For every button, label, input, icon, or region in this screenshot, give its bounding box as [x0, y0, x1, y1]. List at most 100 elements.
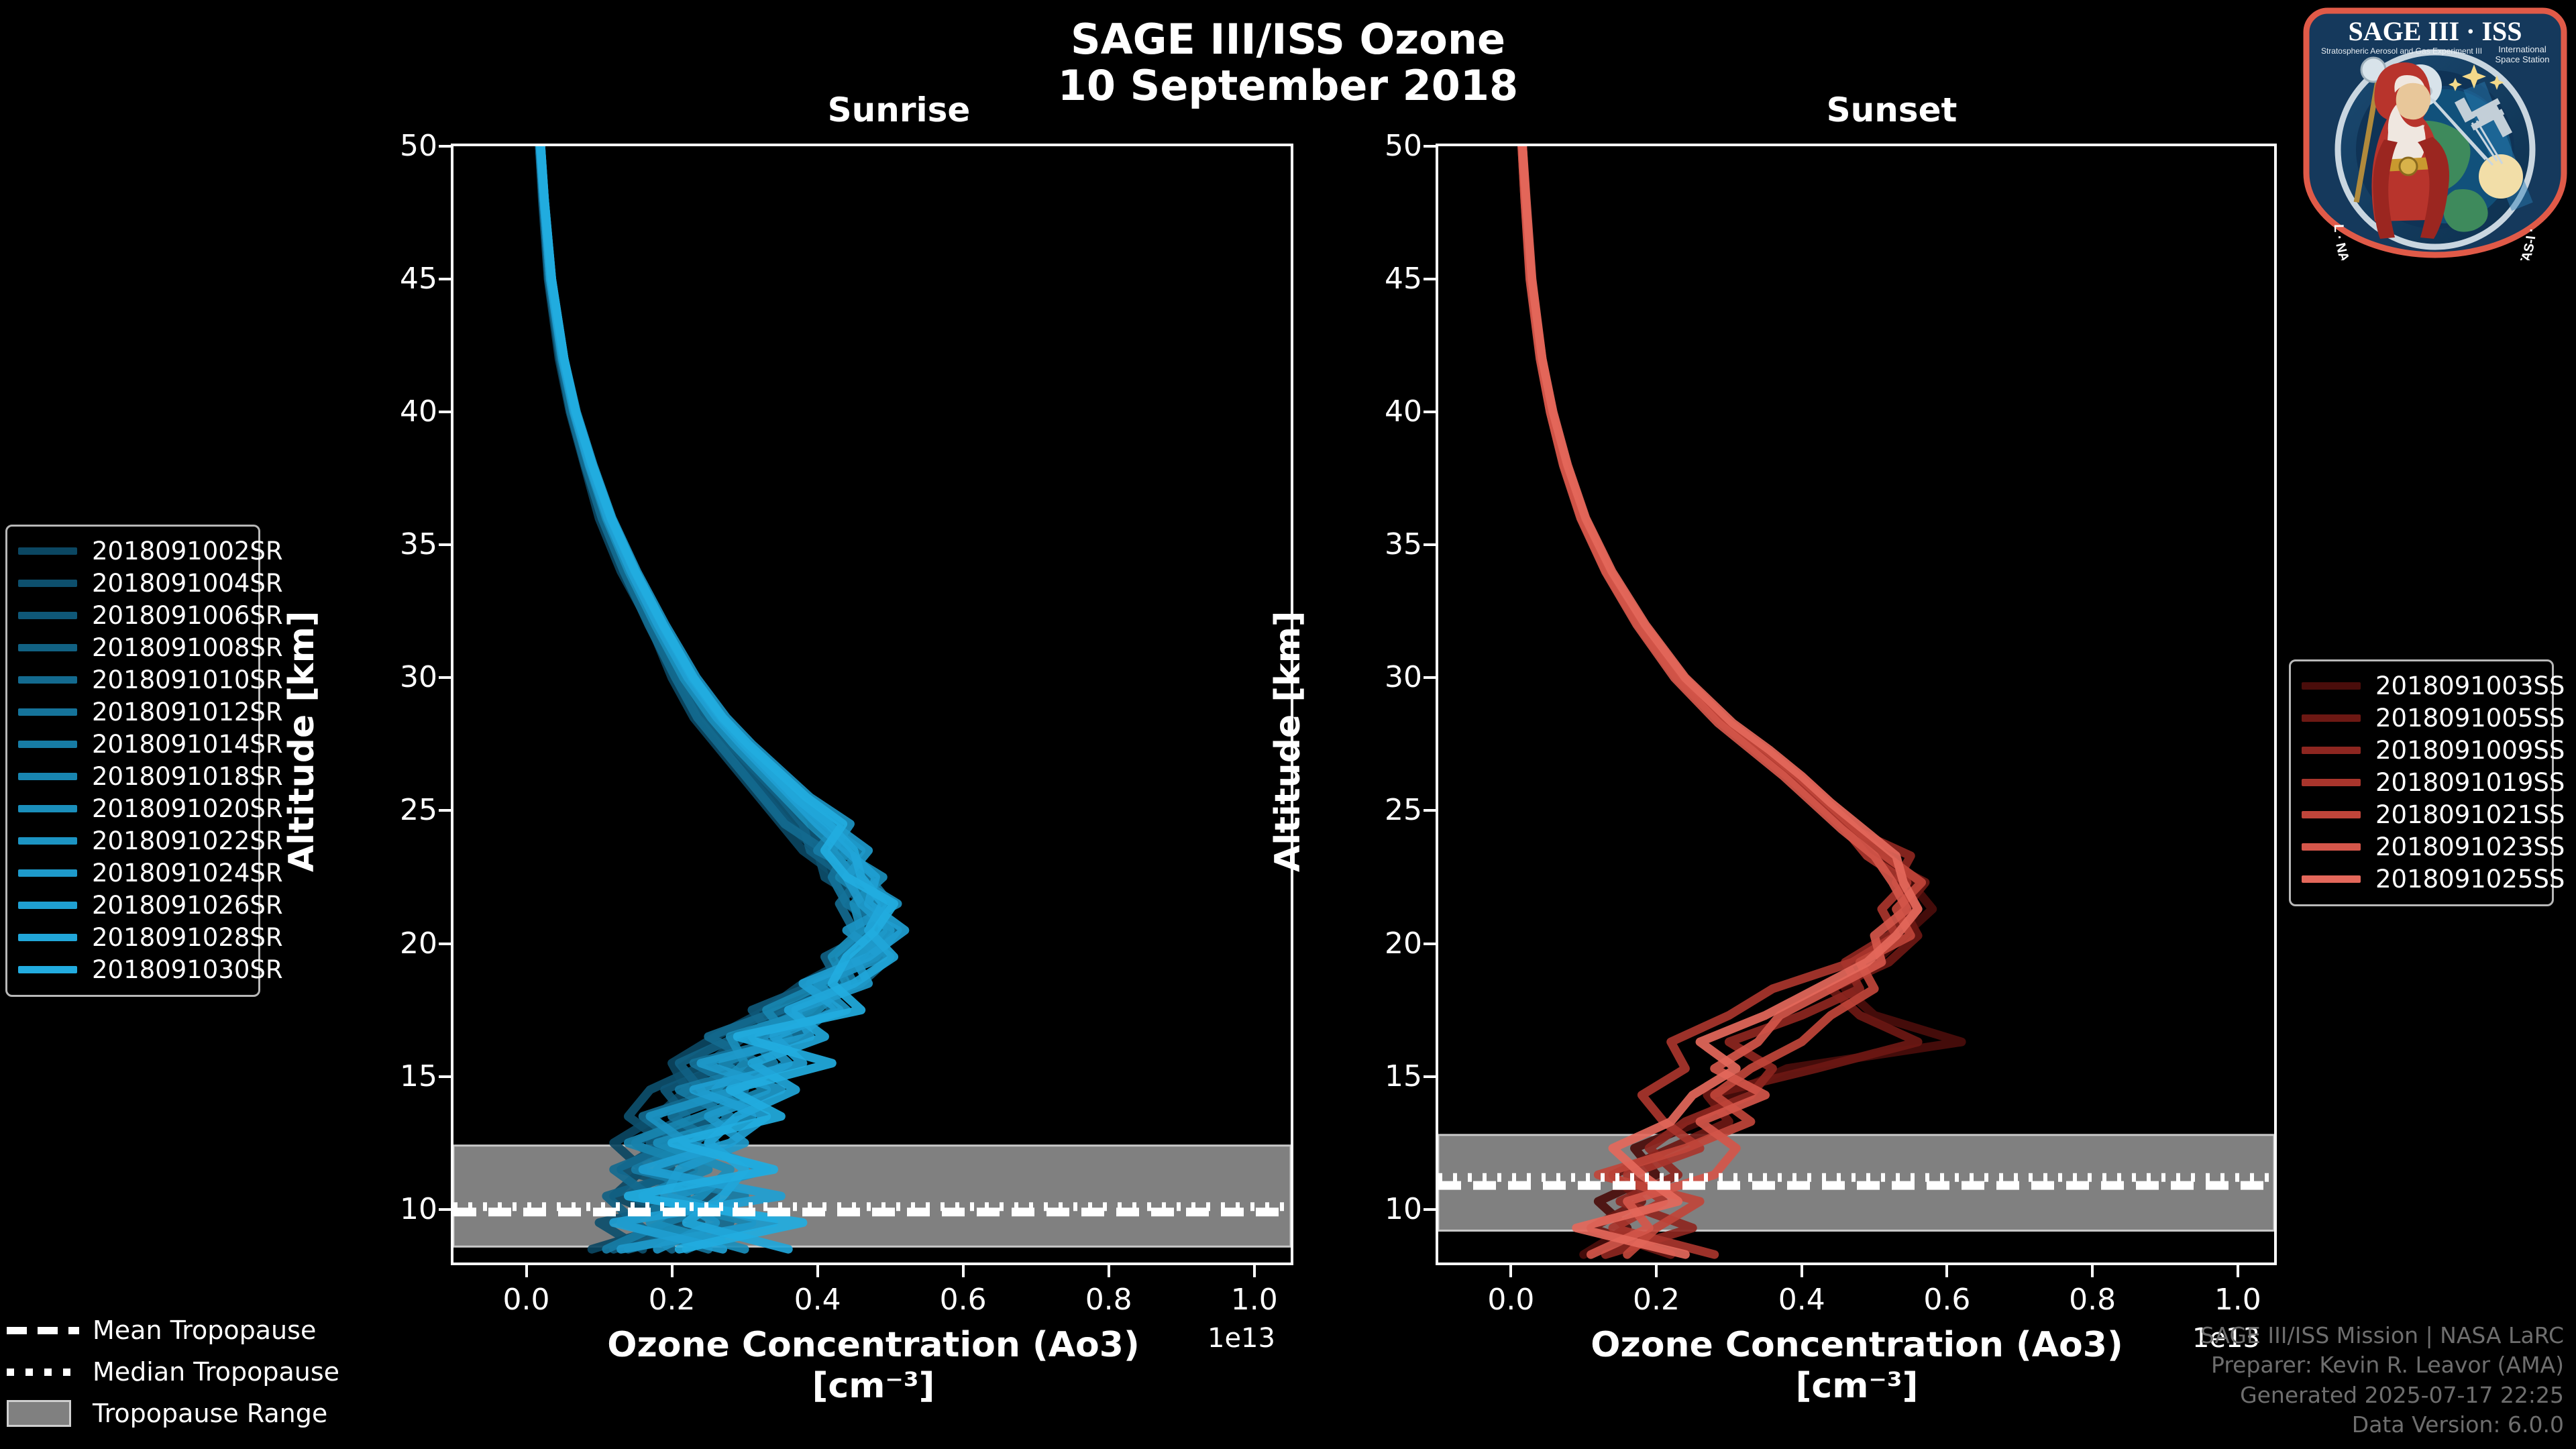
legend-color-swatch — [18, 579, 77, 587]
y-tick-label: 35 — [1385, 527, 1422, 562]
sunset-legend-item[interactable]: 2018091021SS — [2302, 798, 2565, 830]
x-tick-label: 0.2 — [1633, 1283, 1680, 1317]
sunrise-legend-item[interactable]: 2018091020SR — [18, 792, 283, 824]
dashed-line-key — [7, 1326, 79, 1334]
dotted-line-key — [7, 1368, 79, 1376]
legend-color-swatch — [2302, 843, 2361, 851]
sunrise-legend-item[interactable]: 2018091012SR — [18, 696, 283, 728]
sunset-legend-item[interactable]: 2018091023SS — [2302, 830, 2565, 863]
sunset-legend-item[interactable]: 2018091019SS — [2302, 766, 2565, 798]
credits-block: SAGE III/ISS Mission | NASA LaRC Prepare… — [2200, 1321, 2564, 1440]
x-tick-label: 0.8 — [1085, 1283, 1132, 1317]
sunrise-legend-item[interactable]: 2018091014SR — [18, 728, 283, 760]
y-tick-label: 45 — [400, 262, 437, 297]
x-tick-label: 0.6 — [939, 1283, 987, 1317]
legend-label: 2018091002SR — [92, 536, 283, 566]
tropopause-legend-item: Mean Tropopause — [7, 1309, 382, 1351]
y-tick-mark — [1424, 809, 1436, 812]
x-tick-mark — [1252, 1265, 1256, 1277]
sunset-legend[interactable]: 2018091003SS 2018091005SS 2018091009SS 2018… — [2289, 659, 2565, 906]
x-tick-mark — [816, 1265, 819, 1277]
svg-text:International: International — [2498, 44, 2546, 54]
y-tick-mark — [439, 1075, 451, 1078]
sunrise-legend-item[interactable]: 2018091024SR — [18, 857, 283, 889]
legend-label: 2018091006SR — [92, 600, 283, 630]
legend-color-swatch — [2302, 875, 2361, 883]
sunset-legend-item[interactable]: 2018091003SS — [2302, 669, 2565, 702]
legend-label: 2018091022SR — [92, 826, 283, 855]
svg-text:Space Station: Space Station — [2496, 54, 2550, 64]
credits-line-2: Preparer: Kevin R. Leavor (AMA) — [2211, 1352, 2564, 1379]
legend-label: 2018091020SR — [92, 794, 283, 823]
x-tick-mark — [525, 1265, 528, 1277]
sunset-x-offset-label: 1e13 — [2192, 1323, 2260, 1354]
y-tick-mark — [439, 676, 451, 680]
legend-color-swatch — [18, 740, 77, 748]
tropopause-legend-label: Mean Tropopause — [93, 1316, 317, 1345]
legend-color-swatch — [18, 869, 77, 877]
title-line-1: SAGE III/ISS Ozone — [1070, 15, 1506, 64]
legend-label: 2018091021SS — [2375, 800, 2565, 829]
sunrise-legend-item[interactable]: 2018091006SR — [18, 599, 283, 631]
sunrise-legend-item[interactable]: 2018091004SR — [18, 567, 283, 599]
sunrise-legend-item[interactable]: 2018091010SR — [18, 663, 283, 696]
y-tick-label: 45 — [1385, 262, 1422, 297]
y-tick-mark — [1424, 1208, 1436, 1211]
tropopause-range-band — [1438, 1134, 2274, 1232]
legend-color-swatch — [2302, 714, 2361, 722]
tropopause-legend: Mean Tropopause Median Tropopause Tropopau… — [7, 1309, 382, 1434]
y-tick-mark — [1424, 676, 1436, 680]
sunrise-x-offset-label: 1e13 — [1208, 1323, 1275, 1354]
legend-color-swatch — [18, 933, 77, 941]
y-tick-label: 15 — [1385, 1059, 1422, 1093]
sunrise-legend-item[interactable]: 2018091002SR — [18, 535, 283, 567]
sunset-legend-item[interactable]: 2018091005SS — [2302, 702, 2565, 734]
y-tick-mark — [439, 145, 451, 148]
sunrise-plot-area — [451, 144, 1293, 1265]
x-tick-label: 1.0 — [1230, 1283, 1278, 1317]
legend-color-swatch — [2302, 682, 2361, 690]
sunset-legend-item[interactable]: 2018091025SS — [2302, 863, 2565, 895]
y-tick-mark — [439, 411, 451, 414]
sunrise-legend[interactable]: 2018091002SR 2018091004SR 2018091006SR 2018… — [5, 525, 283, 997]
legend-color-swatch — [18, 643, 77, 651]
legend-color-swatch — [18, 804, 77, 812]
sunrise-legend-item[interactable]: 2018091028SR — [18, 921, 283, 953]
sunrise-legend-item[interactable]: 2018091030SR — [18, 953, 283, 985]
tropopause-legend-item: Median Tropopause — [7, 1351, 382, 1393]
x-tick-label: 0.2 — [648, 1283, 696, 1317]
x-tick-mark — [1800, 1265, 1803, 1277]
y-tick-label: 40 — [1385, 394, 1422, 429]
sunrise-legend-item[interactable]: 2018091008SR — [18, 631, 283, 663]
legend-label: 2018091012SR — [92, 697, 283, 727]
x-tick-label: 0.4 — [1778, 1283, 1825, 1317]
y-tick-label: 35 — [400, 527, 437, 562]
sunset-legend-item[interactable]: 2018091009SS — [2302, 734, 2565, 766]
sunset-y-axis-title: Altitude [km] — [1268, 610, 1308, 872]
x-tick-mark — [961, 1265, 965, 1277]
y-tick-label: 10 — [1385, 1191, 1422, 1226]
profile-line — [1518, 146, 1927, 1259]
legend-label: 2018091014SR — [92, 729, 283, 759]
y-tick-label: 25 — [1385, 793, 1422, 828]
credits-line-4: Data Version: 6.0.0 — [2351, 1411, 2564, 1438]
credits-line-1: SAGE III/ISS Mission | NASA LaRC — [2200, 1322, 2564, 1349]
sunset-x-axis-title-line1: Ozone Concentration (Ao3) — [1591, 1325, 2123, 1365]
credits-line-3: Generated 2025-07-17 22:25 — [2240, 1381, 2564, 1408]
x-tick-label: 1.0 — [2214, 1283, 2261, 1317]
x-tick-mark — [2091, 1265, 2094, 1277]
sunrise-legend-item[interactable]: 2018091022SR — [18, 824, 283, 857]
x-tick-mark — [670, 1265, 674, 1277]
profile-line — [1518, 146, 1923, 1259]
profile-line — [536, 146, 899, 1254]
y-tick-label: 30 — [400, 660, 437, 695]
y-tick-label: 30 — [1385, 660, 1422, 695]
y-tick-mark — [1424, 278, 1436, 281]
sunrise-legend-item[interactable]: 2018091026SR — [18, 889, 283, 921]
legend-label: 2018091009SS — [2375, 735, 2565, 765]
sunrise-legend-item[interactable]: 2018091018SR — [18, 760, 283, 792]
y-tick-mark — [1424, 1075, 1436, 1078]
tropopause-legend-label: Median Tropopause — [93, 1357, 339, 1387]
legend-label: 2018091010SR — [92, 665, 283, 694]
y-tick-label: 20 — [400, 926, 437, 961]
